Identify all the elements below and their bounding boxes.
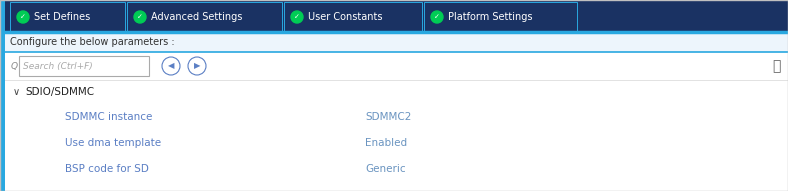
- FancyBboxPatch shape: [10, 2, 125, 32]
- Circle shape: [188, 57, 206, 75]
- Text: SDMMC2: SDMMC2: [365, 112, 411, 122]
- FancyBboxPatch shape: [0, 0, 5, 191]
- FancyBboxPatch shape: [5, 80, 788, 104]
- Text: ✓: ✓: [434, 14, 440, 20]
- Circle shape: [17, 11, 29, 23]
- FancyBboxPatch shape: [5, 156, 788, 182]
- Text: ✓: ✓: [294, 14, 300, 20]
- FancyBboxPatch shape: [424, 2, 577, 32]
- Text: Use dma template: Use dma template: [65, 138, 161, 148]
- FancyBboxPatch shape: [5, 130, 788, 156]
- Text: ▶: ▶: [194, 62, 200, 70]
- Text: SDMMC instance: SDMMC instance: [65, 112, 152, 122]
- Text: Generic: Generic: [365, 164, 406, 174]
- Text: SDIO/SDMMC: SDIO/SDMMC: [25, 87, 94, 97]
- Circle shape: [134, 11, 146, 23]
- Text: Set Defines: Set Defines: [34, 12, 91, 22]
- Text: BSP code for SD: BSP code for SD: [65, 164, 149, 174]
- Text: ✓: ✓: [137, 14, 143, 20]
- FancyBboxPatch shape: [5, 32, 788, 52]
- Circle shape: [291, 11, 303, 23]
- FancyBboxPatch shape: [5, 0, 788, 32]
- Text: User Constants: User Constants: [308, 12, 382, 22]
- Text: Search (Ctrl+F): Search (Ctrl+F): [23, 62, 93, 70]
- Text: Platform Settings: Platform Settings: [448, 12, 533, 22]
- FancyBboxPatch shape: [5, 52, 788, 80]
- Text: ⓘ: ⓘ: [771, 59, 780, 73]
- Circle shape: [431, 11, 443, 23]
- FancyBboxPatch shape: [127, 2, 282, 32]
- Text: Q: Q: [11, 62, 18, 70]
- FancyBboxPatch shape: [284, 2, 422, 32]
- Circle shape: [162, 57, 180, 75]
- FancyBboxPatch shape: [19, 56, 149, 76]
- Text: ✓: ✓: [20, 14, 26, 20]
- Text: ◀: ◀: [168, 62, 174, 70]
- Text: Advanced Settings: Advanced Settings: [151, 12, 243, 22]
- Text: Configure the below parameters :: Configure the below parameters :: [10, 37, 175, 47]
- Text: Enabled: Enabled: [365, 138, 407, 148]
- Text: ∨: ∨: [13, 87, 20, 97]
- FancyBboxPatch shape: [5, 104, 788, 130]
